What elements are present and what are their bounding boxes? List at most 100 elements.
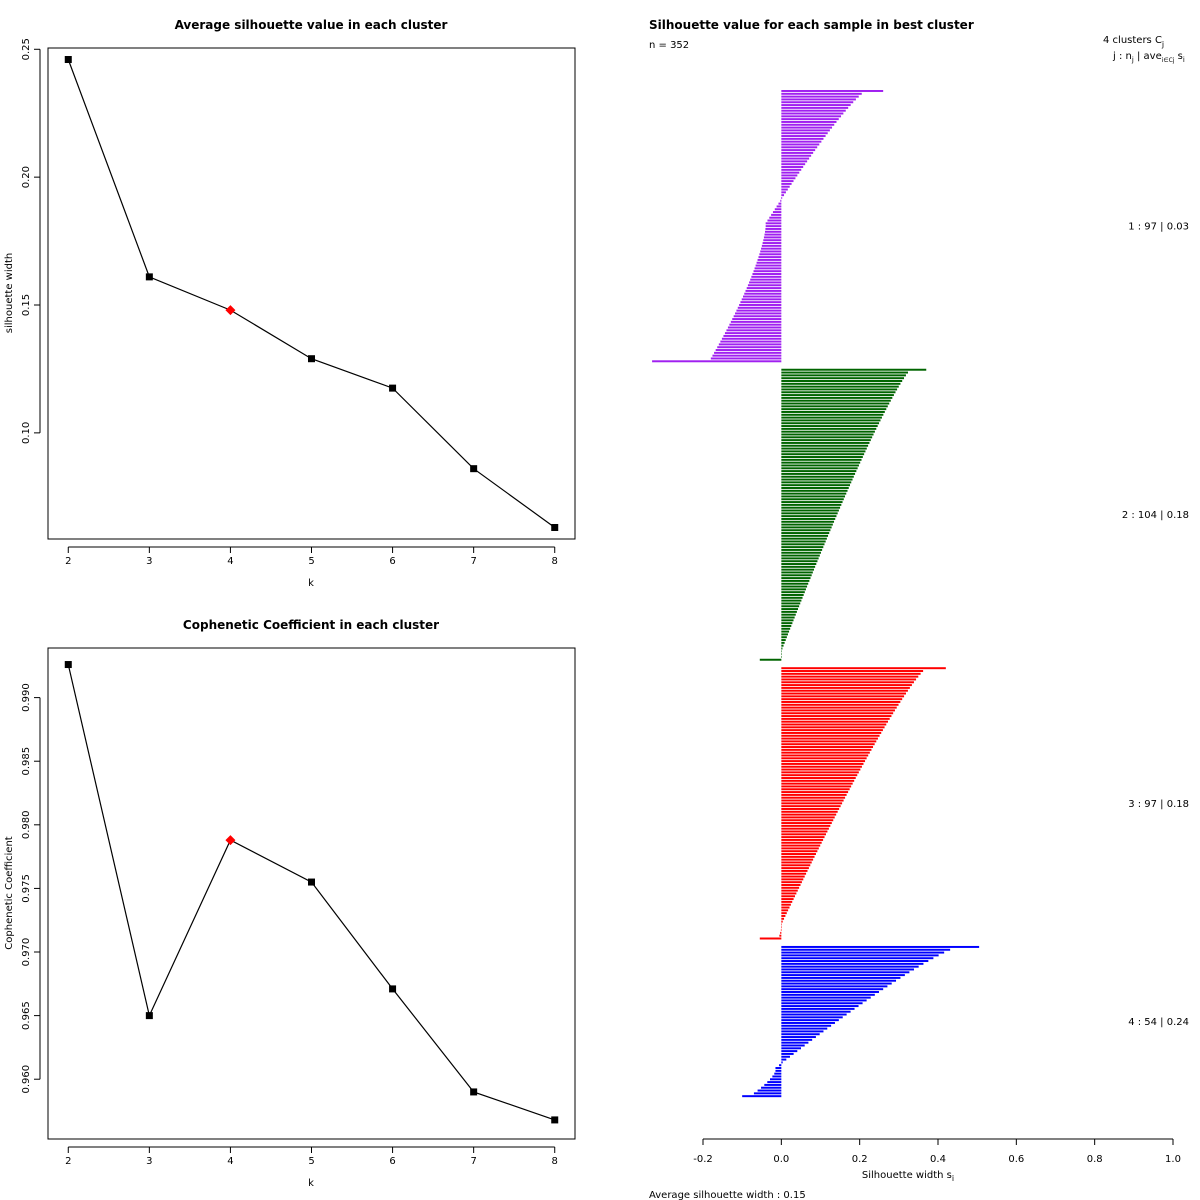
silhouette-bar (781, 453, 865, 456)
silhouette-bar (781, 394, 894, 397)
silhouette-bar (781, 720, 888, 723)
silhouette-bar (781, 196, 783, 199)
silhouette-bar (781, 512, 838, 515)
silhouette-bar (781, 402, 890, 405)
silhouette-bar (754, 267, 782, 270)
x-tick-label: 5 (308, 556, 314, 567)
silhouette-bar (781, 644, 784, 647)
silhouette-bar (781, 1058, 787, 1061)
silhouette-bar (781, 841, 822, 844)
silhouette-bar (781, 912, 787, 915)
silhouette-bar (781, 610, 797, 613)
silhouette-bar (752, 273, 782, 275)
silhouette-bar (781, 461, 861, 464)
silhouette-bar (781, 132, 828, 135)
y-axis-label: Cophenetic Coefficient (4, 836, 15, 949)
silhouette-bar (781, 191, 786, 194)
silhouette-bar (781, 743, 875, 746)
silhouette-bar (781, 126, 833, 129)
silhouette-bar (743, 295, 782, 298)
data-point (551, 1116, 559, 1124)
silhouette-bar (781, 515, 837, 518)
silhouette-bar (771, 213, 782, 216)
silhouette-bar (781, 709, 895, 712)
silhouette-bar (781, 478, 853, 481)
silhouette-bar (744, 292, 782, 295)
silhouette-bar (781, 923, 782, 926)
silhouette-bar (781, 853, 816, 856)
silhouette-bar (781, 633, 788, 636)
silhouette-bar (781, 501, 843, 504)
silhouette-bar (781, 881, 802, 884)
silhouette-bar (781, 427, 877, 430)
silhouette-bar (781, 957, 934, 960)
silhouette-bar (749, 281, 782, 284)
silhouette-bar (759, 937, 782, 940)
data-point (389, 985, 397, 993)
silhouette-line-chart: Average silhouette value in each cluster… (4, 18, 576, 589)
silhouette-bar (781, 909, 789, 912)
data-point (308, 878, 315, 886)
silhouette-bar (781, 847, 819, 850)
silhouette-bar (781, 647, 783, 650)
silhouette-bar (781, 867, 809, 870)
silhouette-bar (781, 571, 813, 574)
silhouette-bar (737, 306, 782, 309)
x-tick-label: 3 (146, 556, 152, 567)
silhouette-bar (781, 791, 849, 794)
silhouette-bar (781, 689, 908, 692)
silhouette-bar (781, 120, 837, 123)
silhouette-bar (781, 92, 862, 95)
silhouette-bar (781, 441, 870, 444)
silhouette-bar (781, 498, 844, 501)
silhouette-bar (781, 506, 841, 509)
silhouette-bar (781, 813, 837, 816)
silhouette-bar (781, 807, 840, 810)
silhouette-bar (781, 492, 847, 495)
silhouette-bar (781, 1016, 843, 1019)
data-point (470, 465, 478, 473)
silhouette-bar (781, 582, 809, 585)
silhouette-bar (781, 517, 836, 520)
silhouette-bar (753, 270, 782, 273)
silhouette-bar (765, 227, 782, 230)
silhouette-bar (781, 419, 881, 422)
x-tick-label: 4 (227, 1156, 233, 1167)
silhouette-bar (781, 456, 863, 459)
silhouette-bar (781, 746, 874, 749)
silhouette-bar (781, 548, 823, 551)
x-tick-label: 7 (470, 1156, 476, 1167)
silhouette-bar (779, 1064, 782, 1067)
y-tick-label: 0.970 (21, 938, 32, 967)
silhouette-bar (781, 188, 788, 191)
silhouette-bar (758, 256, 782, 259)
y-tick-label: 0.15 (21, 294, 32, 316)
y-tick-label: 0.990 (21, 683, 32, 712)
plot-frame (47, 47, 576, 540)
silhouette-bar (781, 900, 793, 903)
silhouette-bar (781, 979, 897, 982)
silhouette-bar (781, 960, 929, 963)
silhouette-bar (735, 312, 782, 315)
silhouette-bar (765, 222, 782, 225)
silhouette-bar (781, 396, 893, 399)
silhouette-bar (763, 236, 782, 239)
silhouette-bar (781, 129, 830, 132)
silhouette-bar (781, 168, 802, 171)
silhouette-bar (781, 444, 869, 447)
silhouette-bar (781, 692, 906, 695)
silhouette-bar (764, 1083, 782, 1086)
silhouette-bar (781, 771, 859, 774)
data-point (308, 355, 315, 363)
silhouette-bar (739, 303, 782, 306)
series-line (67, 59, 556, 528)
silhouette-bar (781, 385, 899, 388)
data-point (389, 384, 397, 392)
silhouette-bar (755, 264, 782, 267)
silhouette-bar (781, 926, 782, 929)
silhouette-bar (781, 985, 888, 988)
silhouette-bar (781, 447, 867, 450)
silhouette-bar (765, 230, 782, 233)
silhouette-bar (781, 734, 880, 737)
silhouette-bar (781, 838, 824, 841)
